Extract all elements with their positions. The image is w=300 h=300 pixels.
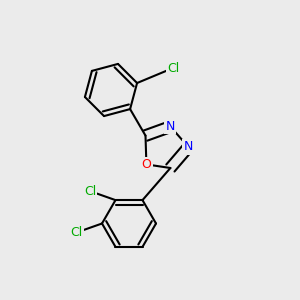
Text: N: N [166,120,175,133]
Text: Cl: Cl [84,184,96,198]
Text: N: N [184,140,193,154]
Text: Cl: Cl [70,226,83,239]
Text: Cl: Cl [167,61,179,74]
Text: O: O [142,158,151,171]
